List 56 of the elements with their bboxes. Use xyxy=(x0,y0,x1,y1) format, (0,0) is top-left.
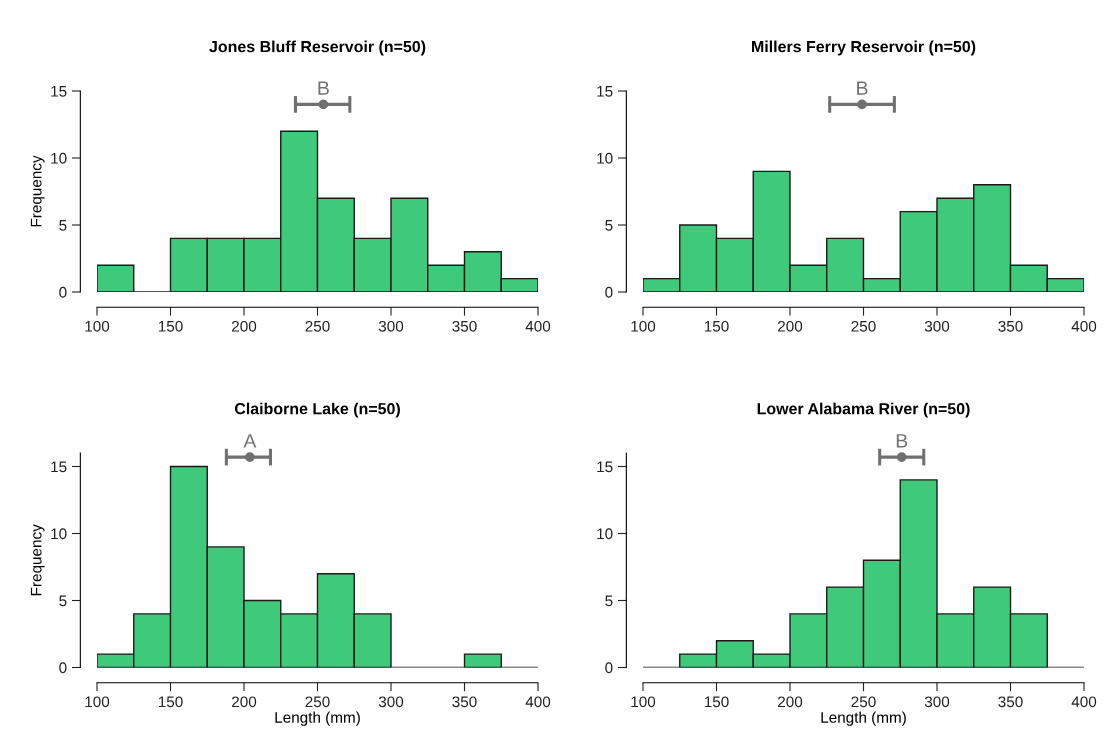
x-axis-title: Length (mm) xyxy=(275,711,360,726)
x-tick-label: 250 xyxy=(851,696,876,708)
y-tick-label: 0 xyxy=(59,286,67,298)
y-tick-label: 0 xyxy=(605,286,613,298)
y-tick-label: 10 xyxy=(597,152,613,164)
y-tick-label: 15 xyxy=(51,461,67,473)
x-tick-label: 350 xyxy=(452,320,477,332)
x-tick-label: 200 xyxy=(232,696,257,708)
x-tick-label: 400 xyxy=(1071,320,1097,332)
x-tick-label: 100 xyxy=(631,320,656,332)
x-tick-label: 300 xyxy=(378,320,404,332)
x-tick-label: 100 xyxy=(85,320,110,332)
x-tick-label: 150 xyxy=(704,320,729,332)
x-tick-label: 300 xyxy=(924,696,950,708)
x-tick-label: 400 xyxy=(1071,696,1097,708)
y-tick-label: 5 xyxy=(605,220,613,231)
y-tick-label: 5 xyxy=(59,595,67,607)
y-tick-label: 15 xyxy=(597,461,613,473)
annotation: B xyxy=(318,81,329,95)
x-tick-label: 100 xyxy=(631,696,656,708)
y-tick-label: 5 xyxy=(605,595,613,607)
chart-title: Millers Ferry Reservoir (n=50) xyxy=(752,40,976,56)
y-tick-label: 15 xyxy=(597,86,613,97)
y-tick-label: 10 xyxy=(597,528,613,540)
annotation: A xyxy=(243,434,257,448)
y-tick-label: 10 xyxy=(51,528,67,540)
x-tick-label: 350 xyxy=(998,696,1023,708)
chart-title: Claiborne Lake (n=50) xyxy=(234,402,400,418)
y-axis-title: Frequency xyxy=(30,524,45,596)
y-tick-label: 15 xyxy=(51,86,67,97)
x-tick-label: 250 xyxy=(305,320,330,332)
chart-title: Lower Alabama River (n=50) xyxy=(757,402,970,418)
x-tick-label: 200 xyxy=(778,320,803,332)
x-tick-label: 250 xyxy=(305,696,330,708)
annotation: B xyxy=(857,81,868,95)
x-tick-label: 150 xyxy=(158,320,183,332)
x-tick-label: 350 xyxy=(452,696,477,708)
x-tick-label: 200 xyxy=(232,320,257,332)
x-tick-label: 100 xyxy=(85,696,110,708)
x-tick-label: 350 xyxy=(998,320,1023,332)
x-axis-title: Length (mm) xyxy=(821,711,906,726)
x-tick-label: 250 xyxy=(851,320,876,332)
x-tick-label: 400 xyxy=(525,320,551,332)
y-tick-label: 0 xyxy=(605,662,613,674)
x-tick-label: 300 xyxy=(924,320,950,332)
y-tick-label: 10 xyxy=(51,152,67,164)
x-tick-label: 400 xyxy=(525,696,551,708)
x-tick-label: 200 xyxy=(778,696,803,708)
x-tick-label: 150 xyxy=(704,696,729,708)
annotation: B xyxy=(896,434,908,448)
x-tick-label: 300 xyxy=(378,696,404,708)
y-tick-label: 0 xyxy=(59,662,67,674)
y-axis-title: Frequency xyxy=(30,155,45,227)
x-tick-label: 150 xyxy=(158,696,183,708)
y-tick-label: 5 xyxy=(59,220,67,231)
chart-title: Jones Bluff Reservoir (n=50) xyxy=(209,40,426,56)
